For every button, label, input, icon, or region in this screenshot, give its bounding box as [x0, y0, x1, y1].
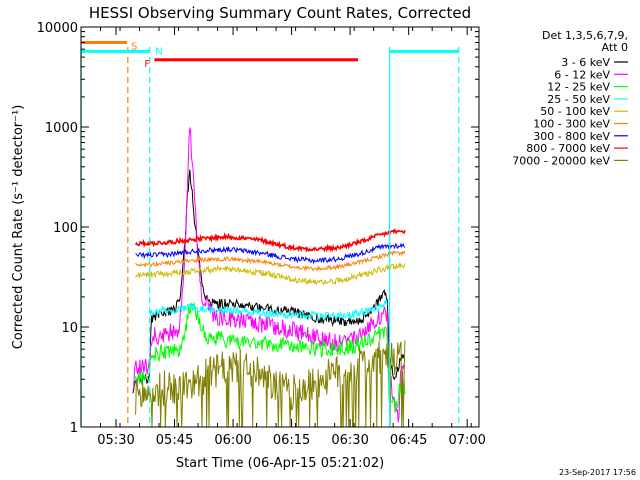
axis-layer: 05:30 05:45 06:00 06:15 06:30 06:45 07:00 1 10 10… [37, 21, 486, 448]
legend-header-line: Det 1,3,5,6,7,9, [542, 29, 628, 42]
series-line-6 [135, 242, 406, 265]
x-tick-label: 06:30 [331, 433, 368, 448]
legend-entry-label: 800 - 7000 keV [526, 142, 610, 155]
series-line-0 [132, 169, 405, 394]
y-tick-label: 1000 [45, 121, 78, 136]
legend-entry-label: 6 - 12 keV [554, 68, 610, 81]
legend-entry-label: 25 - 50 keV [547, 93, 610, 106]
x-tick-label: 06:45 [390, 433, 427, 448]
legend-entry-label: 12 - 25 keV [547, 81, 610, 94]
annotation-label-F: F [144, 59, 150, 70]
marker-layer: S NF [80, 40, 460, 427]
x-tick-label: 07:00 [448, 433, 485, 448]
chart-title: HESSI Observing Summary Count Rates, Cor… [89, 4, 471, 22]
series-line-8 [135, 340, 406, 428]
legend-entry-label: 300 - 800 keV [533, 130, 610, 143]
legend-entry-label: 3 - 6 keV [561, 56, 610, 69]
x-axis-label: Start Time (06-Apr-15 05:21:02) [176, 456, 384, 471]
series-line-2 [135, 301, 406, 412]
series-layer [132, 127, 406, 428]
x-tick-label: 06:00 [214, 433, 251, 448]
y-axis-label: Corrected Count Rate (s⁻¹ detector⁻¹) [11, 105, 26, 350]
series-line-3 [149, 298, 389, 322]
series-line-7 [134, 228, 406, 253]
annotation-label-N: N [155, 46, 162, 57]
x-tick-label: 05:30 [97, 433, 134, 448]
date-stamp: 23-Sep-2017 17:56 [559, 468, 636, 477]
legend-entry-label: 7000 - 20000 keV [512, 154, 610, 167]
series-line-1 [132, 127, 405, 423]
legend-header-line: Att 0 [602, 41, 628, 54]
legend-entry-label: 100 - 300 keV [533, 118, 610, 131]
y-tick-label: 10 [61, 321, 78, 336]
y-tick-label: 100 [53, 221, 78, 236]
series-line-4 [135, 261, 406, 286]
annotation-label-S: S [131, 41, 137, 52]
series-line-5 [135, 249, 406, 272]
y-tick-label: 10000 [37, 21, 78, 36]
y-tick-label: 1 [70, 421, 78, 436]
x-tick-label: 06:15 [273, 433, 310, 448]
legend-entry-label: 50 - 100 keV [540, 105, 610, 118]
x-tick-label: 05:45 [156, 433, 193, 448]
